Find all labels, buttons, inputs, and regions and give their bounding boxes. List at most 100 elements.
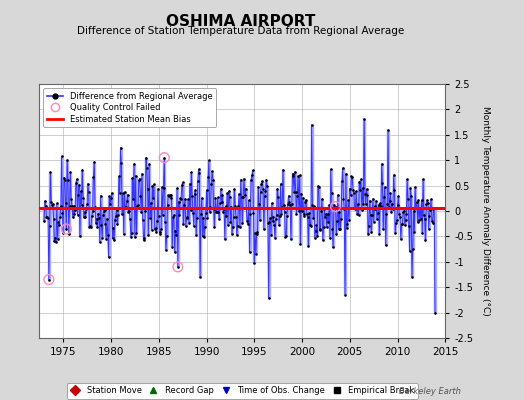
Point	[213, 208, 221, 215]
Point	[267, 232, 275, 238]
Point	[265, 295, 273, 302]
Point	[258, 178, 266, 184]
Point	[253, 229, 261, 235]
Point	[241, 192, 249, 199]
Point	[292, 210, 301, 217]
Point	[323, 211, 332, 217]
Point	[375, 231, 384, 238]
Point	[42, 214, 51, 220]
Point	[301, 199, 310, 206]
Point	[74, 192, 82, 198]
Point	[331, 205, 339, 211]
Point	[264, 220, 272, 227]
Point	[46, 169, 54, 175]
Point	[176, 195, 184, 201]
Point	[193, 178, 202, 184]
Point	[306, 222, 314, 228]
Point	[311, 227, 320, 234]
Point	[409, 208, 418, 214]
Point	[123, 198, 131, 205]
Point	[228, 230, 236, 237]
Point	[155, 213, 163, 219]
Point	[281, 234, 290, 241]
Point	[98, 235, 106, 241]
Point	[269, 214, 278, 220]
Point	[156, 228, 165, 235]
Point	[323, 224, 331, 230]
Point	[52, 200, 61, 206]
Point	[144, 232, 152, 239]
Point	[180, 202, 189, 208]
Point	[392, 217, 401, 224]
Point	[175, 211, 183, 218]
Point	[227, 203, 235, 210]
Point	[233, 232, 241, 238]
Point	[347, 173, 356, 180]
Point	[257, 181, 266, 188]
Point	[314, 184, 323, 190]
Point	[243, 217, 252, 224]
Point	[159, 212, 167, 218]
Point	[58, 210, 67, 216]
Point	[149, 194, 157, 201]
Point	[233, 223, 242, 229]
Point	[246, 210, 255, 217]
Point	[177, 196, 185, 202]
Point	[150, 181, 158, 188]
Point	[240, 176, 248, 182]
Point	[73, 212, 82, 218]
Point	[364, 230, 373, 237]
Point	[316, 227, 324, 233]
Point	[223, 190, 232, 196]
Point	[336, 226, 344, 232]
Point	[239, 194, 247, 200]
Point	[374, 201, 383, 208]
Point	[389, 206, 397, 212]
Point	[112, 213, 120, 219]
Point	[366, 197, 374, 204]
Point	[219, 209, 227, 215]
Point	[337, 178, 346, 184]
Point	[294, 208, 303, 214]
Point	[216, 186, 225, 192]
Point	[309, 215, 318, 222]
Point	[57, 203, 65, 209]
Point	[242, 205, 250, 211]
Point	[85, 224, 94, 230]
Point	[363, 186, 371, 192]
Point	[163, 202, 172, 208]
Point	[416, 205, 424, 211]
Point	[152, 229, 160, 235]
Point	[298, 208, 306, 214]
Point	[195, 170, 203, 176]
Point	[379, 226, 387, 232]
Point	[159, 185, 168, 191]
Point	[268, 200, 276, 206]
Point	[225, 193, 234, 200]
Point	[276, 213, 284, 220]
Point	[290, 189, 298, 195]
Point	[182, 215, 191, 221]
Point	[402, 211, 411, 217]
Point	[339, 165, 347, 171]
Point	[40, 218, 48, 224]
Point	[66, 203, 74, 209]
Point	[141, 208, 149, 214]
Point	[200, 234, 209, 240]
Point	[293, 193, 301, 199]
Point	[378, 180, 387, 186]
Point	[311, 234, 319, 241]
Point	[55, 222, 63, 228]
Point	[417, 197, 425, 203]
Point	[407, 192, 416, 199]
Point	[426, 207, 434, 213]
Point	[363, 192, 372, 198]
Point	[381, 242, 390, 248]
Point	[191, 187, 200, 193]
Y-axis label: Monthly Temperature Anomaly Difference (°C): Monthly Temperature Anomaly Difference (…	[481, 106, 490, 316]
Point	[119, 231, 128, 237]
Point	[173, 264, 182, 270]
Point	[139, 237, 148, 244]
Point	[337, 216, 345, 222]
Point	[144, 186, 152, 192]
